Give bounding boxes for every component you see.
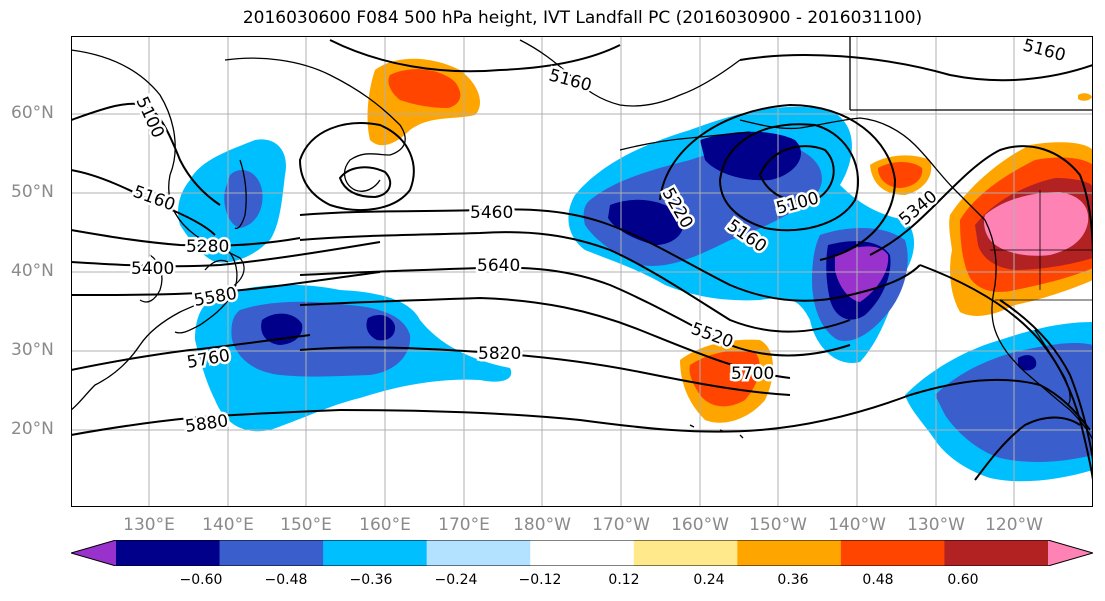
contour-okhotsk-outer (298, 122, 415, 211)
contour-5340 (869, 145, 1093, 261)
shading-west-us-pink (984, 192, 1089, 256)
contour-5100-west (71, 102, 221, 206)
lon-label-170e: 170°E (438, 515, 490, 535)
contour-5700 (299, 296, 791, 379)
lon-label-180w: 180°W (513, 515, 571, 535)
contour-east-2 (909, 378, 1091, 431)
colorbar-extend-max (1048, 540, 1093, 566)
coast-korea (139, 254, 163, 303)
contour-5160-west (71, 169, 216, 236)
lat-label-50n: 50°N (11, 182, 54, 202)
colorbar-tick: −0.60 (179, 572, 223, 588)
shading-kamchatka-red (388, 69, 461, 108)
colorbar (71, 540, 1093, 566)
colorbar-tick: −0.36 (349, 572, 393, 588)
colorbar-tick: −0.12 (518, 572, 562, 588)
lon-label-160e: 160°E (359, 515, 411, 535)
contour-label: 5460 (470, 203, 513, 223)
lat-label-20n: 20°N (11, 419, 54, 439)
coast-north-america (984, 219, 1093, 441)
colorbar-tick: 0.48 (862, 572, 894, 588)
map-border (71, 36, 1093, 507)
contour-5520 (299, 231, 851, 333)
shading-hawaii-red (689, 350, 760, 407)
colorbar-tick: −0.24 (434, 572, 478, 588)
lon-label-130e: 130°E (123, 515, 175, 535)
contour-east-4 (974, 416, 1081, 481)
map-panel: 5100 5160 5160 5160 5280 5400 5580 5760 … (71, 36, 1093, 507)
colorbar-swatch (840, 540, 945, 566)
colorbar-extend-min (71, 540, 116, 566)
shading-ak-orange-small (1078, 93, 1092, 101)
lat-label-60n: 60°N (11, 103, 54, 123)
lon-label-140w: 140°W (828, 515, 886, 535)
colorbar-swatch (426, 540, 531, 566)
coast-aleutians (619, 131, 751, 151)
shading-sepac-dark (1018, 355, 1037, 371)
colorbar-tick: 0.36 (777, 572, 809, 588)
lon-label-140e: 140°E (202, 515, 254, 535)
lon-label-160w: 160°W (671, 515, 729, 535)
height-contours (71, 39, 1093, 481)
coast-kamchatka (224, 57, 406, 192)
colorbar-swatch (633, 540, 738, 566)
contour-far-north (739, 54, 1093, 82)
coast-us-states (990, 190, 1093, 301)
lon-label-120w: 120°W (985, 515, 1043, 535)
contour-5640 (299, 266, 851, 357)
contour-5760 (71, 334, 311, 371)
lon-label-150w: 150°W (749, 515, 807, 535)
colorbar-tick: −0.48 (264, 572, 308, 588)
contour-label: 5400 (131, 259, 174, 279)
contour-5100-low (758, 145, 835, 203)
colorbar-tick: 0.12 (608, 572, 640, 588)
colorbar-swatch (323, 540, 428, 566)
contour-5280 (71, 229, 301, 247)
lon-label-150e: 150°E (280, 515, 332, 535)
coast-sakhalin (234, 159, 247, 230)
lon-label-130w: 130°W (907, 515, 965, 535)
contour-5580 (71, 271, 381, 296)
shading-cnp-dark (608, 199, 684, 245)
contour-5220 (659, 103, 897, 261)
contour-5400 (71, 241, 381, 268)
colorbar-tick: 0.60 (947, 572, 979, 588)
colorbar-swatch (116, 540, 221, 566)
coast-japan (174, 249, 238, 334)
shading-okhotsk-mid (224, 170, 263, 228)
colorbar-tick: 0.24 (693, 572, 725, 588)
shading-cnp-dark2 (700, 131, 801, 181)
coast-alaska (739, 117, 986, 221)
contour-label: 5280 (186, 237, 229, 257)
shading-gulf-red (878, 162, 923, 188)
lon-label-170w: 170°W (592, 515, 650, 535)
contour-5160-low (718, 123, 860, 232)
lat-label-40n: 40°N (11, 261, 54, 281)
colorbar-swatch (944, 540, 1049, 566)
shading-wpac-dark2 (366, 314, 396, 341)
contour-okhotsk-low (338, 166, 392, 199)
contour-5880-east (339, 394, 911, 433)
coast-canada-border (849, 36, 1093, 111)
contour-east-3 (999, 299, 1093, 461)
contour-label: 5700 (731, 364, 774, 384)
map-title: 2016030600 F084 500 hPa height, IVT Land… (242, 8, 923, 28)
contour-north-5160 (329, 39, 621, 73)
contour-5460 (299, 208, 921, 302)
contour-label: 5820 (478, 344, 521, 364)
colorbar-swatch (737, 540, 842, 566)
lat-label-30n: 30°N (11, 340, 54, 360)
contour-5820 (299, 346, 791, 396)
contour-5880 (71, 409, 341, 436)
colorbar-swatch (219, 540, 324, 566)
contour-east-1 (919, 264, 1093, 481)
contour-label: 5640 (477, 256, 520, 276)
colorbar-swatch (530, 540, 635, 566)
